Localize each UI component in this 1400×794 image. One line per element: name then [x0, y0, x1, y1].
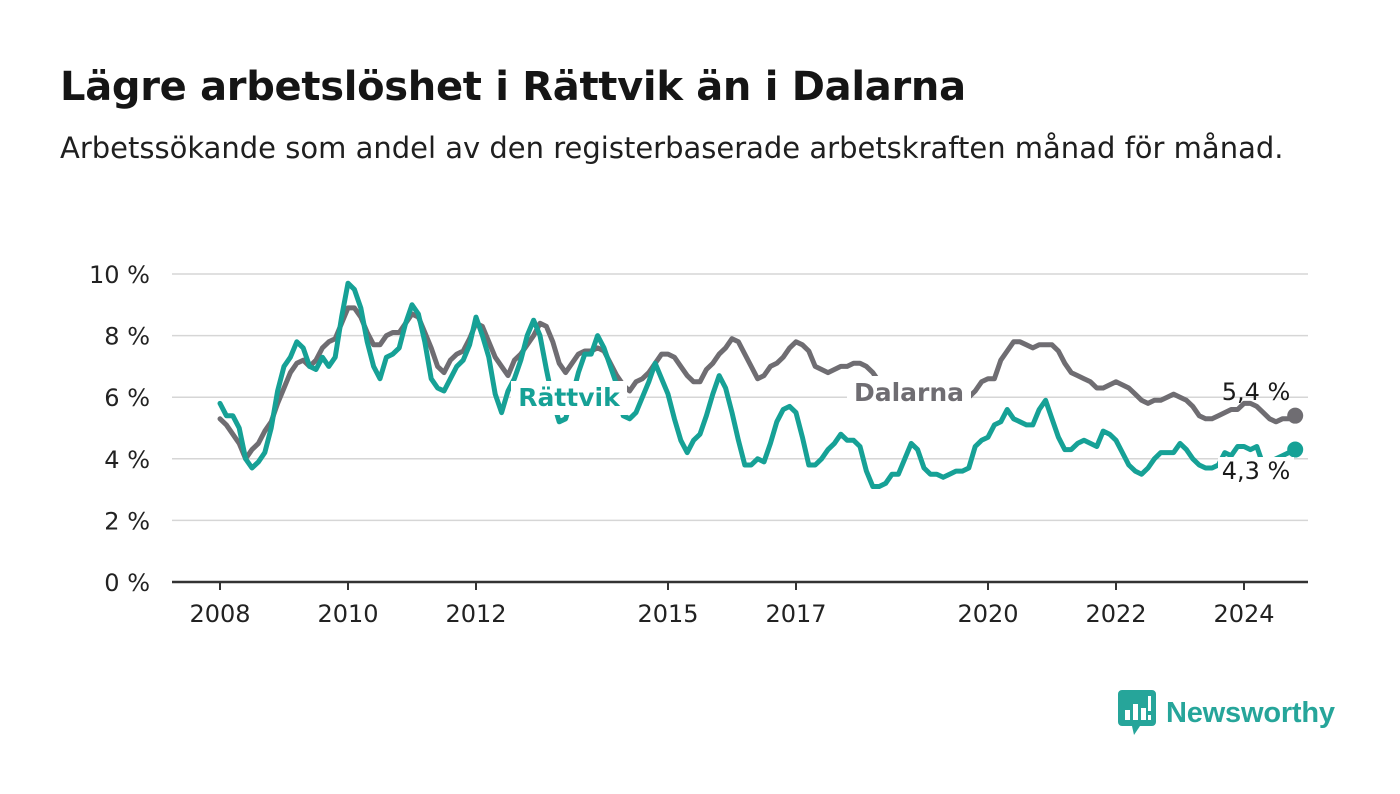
y-axis-tick-labels: 0 % 2 % 4 % 6 % 8 % 10 %: [89, 261, 150, 597]
series-label-halo-rattvik: [511, 381, 627, 415]
series-lines: [217, 280, 1304, 489]
newsworthy-brand[interactable]: Newsworthy: [1118, 690, 1335, 736]
x-tick-label: 2022: [1085, 600, 1146, 628]
y-tick-label: 8 %: [104, 323, 150, 351]
end-value-label-dalarna: 5,4 %: [1222, 378, 1291, 406]
series-line-rattvik: [217, 280, 1298, 489]
y-tick-label: 4 %: [104, 446, 150, 474]
y-tick-label: 2 %: [104, 507, 150, 535]
end-value-halo-rattvik: [1218, 457, 1294, 487]
chart-subtitle: Arbetssökande som andel av den registerb…: [60, 131, 1284, 165]
x-tick-label: 2010: [317, 600, 378, 628]
y-tick-label: 0 %: [104, 569, 150, 597]
series-label-dalarna: Dalarna: [854, 378, 964, 407]
y-tick-label: 10 %: [89, 261, 150, 289]
grid-lines: [172, 273, 1308, 522]
series-end-marker-rattvik: [1287, 441, 1304, 458]
series-label-halo-dalarna: [847, 376, 971, 410]
series-labels: Dalarna Rättvik 5,4 % 4,3 %: [511, 376, 1294, 487]
x-tick-label: 2008: [189, 600, 250, 628]
series-end-marker-dalarna: [1287, 407, 1304, 424]
x-tick-label: 2012: [445, 600, 506, 628]
end-value-label-rattvik: 4,3 %: [1222, 457, 1291, 485]
series-line-dalarna: [217, 305, 1298, 462]
chart-title: Lägre arbetslöshet i Rättvik än i Dalarn…: [60, 64, 966, 110]
x-tick-label: 2024: [1213, 600, 1274, 628]
x-tick-label: 2020: [957, 600, 1018, 628]
brand-name: Newsworthy: [1166, 696, 1335, 729]
x-axis: 2008 2010 2012 2015 2017 2020 2022 2024: [172, 580, 1308, 628]
x-tick-label: 2015: [637, 600, 698, 628]
series-label-rattvik: Rättvik: [518, 383, 621, 412]
y-tick-label: 6 %: [104, 384, 150, 412]
x-tick-label: 2017: [765, 600, 826, 628]
newsworthy-logo-icon: [1118, 690, 1156, 735]
